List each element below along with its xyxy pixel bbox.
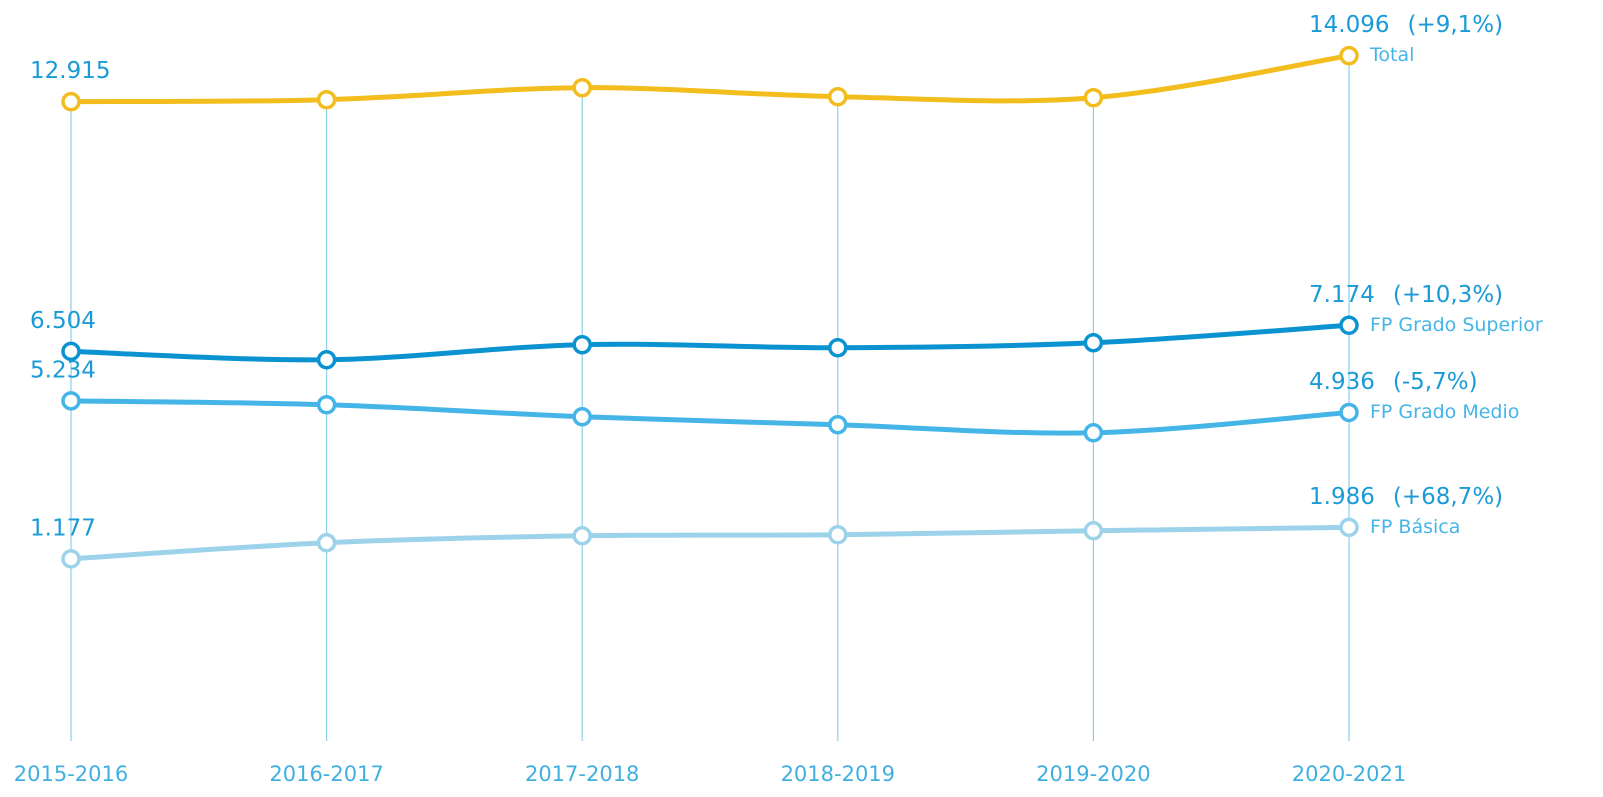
marker — [61, 91, 81, 112]
marker — [1083, 332, 1104, 353]
marker — [572, 407, 592, 427]
x-tick-label: 2020-2021 — [1292, 762, 1406, 786]
value-label: 12.915 — [30, 58, 110, 84]
marker — [1339, 517, 1359, 538]
series-name: FP Básica — [1370, 516, 1460, 538]
x-tick-label: 2017-2018 — [525, 762, 639, 786]
series-name: FP Grado Medio — [1370, 401, 1519, 423]
marker — [316, 89, 337, 110]
value-label: 1.177 — [30, 515, 96, 541]
marker — [316, 533, 337, 553]
value-label: 4.936 — [1309, 369, 1375, 395]
marker — [61, 391, 81, 411]
value-label: 1.986 — [1309, 484, 1375, 510]
marker — [828, 525, 848, 545]
change-label: (+68,7%) — [1393, 484, 1503, 510]
line — [70, 398, 1350, 436]
change-label: (+10,3%) — [1393, 282, 1503, 308]
value-label: 6.504 — [30, 308, 96, 334]
marker — [1083, 521, 1104, 541]
marker — [1083, 423, 1104, 443]
series: 6.504 7.174 (+10,3%) FP Grado Superior — [30, 282, 1543, 370]
marker — [1339, 45, 1359, 66]
series: 1.177 1.986 (+68,7%) FP Básica — [30, 484, 1503, 569]
series-name: FP Grado Superior — [1370, 314, 1543, 336]
x-tick-label: 2016-2017 — [269, 762, 383, 786]
marker — [572, 525, 592, 546]
marker — [572, 334, 592, 355]
marker — [61, 549, 81, 569]
x-tick-label: 2018-2019 — [781, 762, 895, 786]
line — [70, 53, 1350, 105]
grid — [70, 55, 1350, 741]
marker — [316, 394, 337, 415]
series-name: Total — [1369, 44, 1414, 66]
marker — [828, 86, 848, 107]
marker — [316, 349, 337, 370]
x-tick-label: 2015-2016 — [14, 762, 128, 786]
change-label: (+9,1%) — [1407, 12, 1503, 38]
marker — [1083, 87, 1104, 108]
change-label: (-5,7%) — [1393, 369, 1478, 395]
value-label: 14.096 — [1309, 12, 1389, 38]
marker — [1339, 402, 1359, 423]
value-label: 7.174 — [1309, 282, 1375, 308]
marker — [1339, 315, 1359, 336]
value-label: 5.234 — [30, 357, 96, 383]
marker — [61, 341, 81, 362]
marker — [828, 414, 848, 435]
line — [70, 524, 1350, 562]
x-tick-label: 2019-2020 — [1036, 762, 1150, 786]
series: 5.234 4.936 (-5,7%) FP Grado Medio — [30, 357, 1519, 443]
marker — [828, 337, 848, 358]
marker — [572, 77, 592, 98]
line — [70, 322, 1350, 363]
series: 12.915 14.096 (+9,1%) Total — [30, 12, 1503, 112]
